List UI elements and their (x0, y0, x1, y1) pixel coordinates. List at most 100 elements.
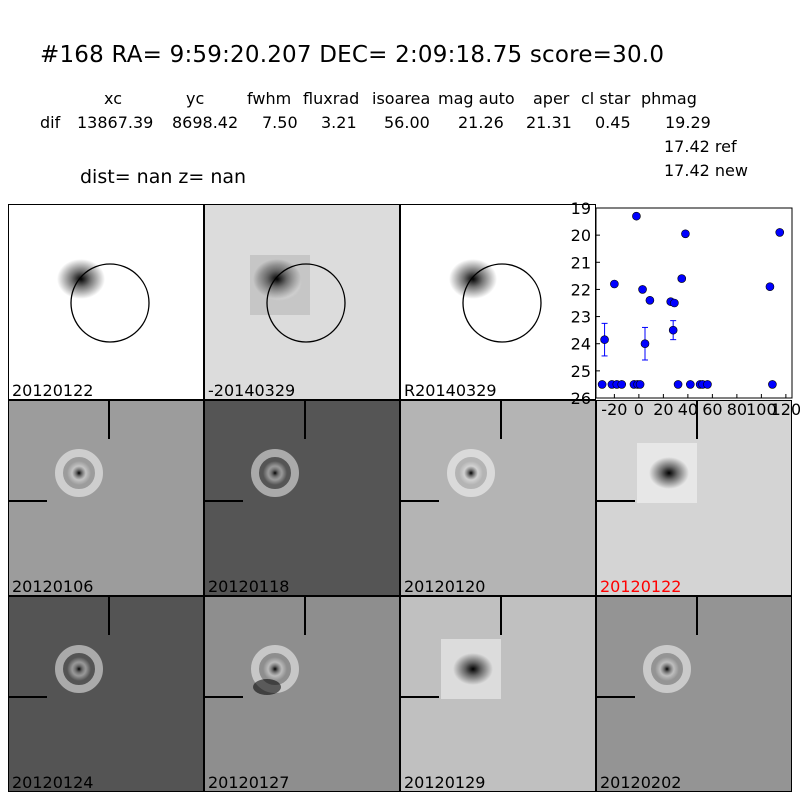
stamp-panel-4: 20120106 (8, 400, 204, 596)
y-tick-label: 19 (571, 200, 591, 218)
stamp-date-label: 20120122 (12, 381, 94, 400)
data-point (775, 228, 785, 237)
data-point (635, 380, 645, 389)
y-tick-label: 20 (571, 226, 591, 245)
stamp-image (250, 255, 346, 343)
crosshair-tick-horizontal (597, 696, 635, 698)
aperture-circle (70, 263, 150, 343)
data-point (686, 380, 695, 389)
crosshair-tick-vertical (696, 401, 698, 439)
stamp-image (251, 645, 299, 695)
stamp-panel-7: 20120122 (596, 400, 792, 596)
aperture-circle (462, 263, 542, 343)
x-tick-label: -20 (601, 400, 627, 416)
x-tick-label: 80 (727, 400, 747, 416)
data-point (638, 285, 647, 294)
crosshair-tick-horizontal (597, 500, 635, 502)
data-point (765, 282, 775, 292)
crosshair-tick-horizontal (401, 696, 439, 698)
dif-fluxrad: 3.21 (321, 113, 357, 132)
y-tick-label: 21 (571, 253, 591, 272)
x-tick-label: 100 (746, 400, 777, 416)
col-header-fwhm: fwhm (247, 89, 292, 108)
stamp-date-label: 20120124 (12, 773, 94, 792)
y-tick-label: 22 (571, 280, 591, 299)
dif-xc: 13867.39 (77, 113, 154, 132)
crosshair-tick-vertical (696, 597, 698, 635)
stamp-date-label: 20120118 (208, 577, 290, 596)
stamp-date-label: -20140329 (208, 381, 296, 400)
y-tick-label: 26 (571, 389, 591, 408)
dif-aper: 21.31 (526, 113, 572, 132)
candidate-title: #168 RA= 9:59:20.207 DEC= 2:09:18.75 sco… (40, 42, 665, 68)
stamp-panel-1: 20120122 (8, 204, 204, 400)
data-point (640, 339, 650, 349)
ref-mag: 17.42 ref (664, 137, 737, 156)
stamp-date-label: 20120129 (404, 773, 486, 792)
stamp-date-label: 20120120 (404, 577, 486, 596)
col-header-clstar: cl star (581, 89, 631, 108)
x-tick-label: 20 (653, 400, 673, 416)
stamp-date-label: 20120122 (600, 577, 682, 596)
data-point (673, 380, 683, 389)
crosshair-tick-horizontal (9, 500, 47, 502)
data-point (645, 295, 655, 305)
crosshair-tick-horizontal (205, 500, 243, 502)
col-header-phmag: phmag (641, 89, 697, 108)
col-header-aper: aper (533, 89, 570, 108)
stamp-image (55, 449, 103, 497)
stamp-panel-8: 20120124 (8, 596, 204, 792)
stamp-image (449, 259, 542, 343)
data-point (617, 380, 627, 389)
col-header-isoarea: isoarea (372, 89, 431, 108)
stamp-image (637, 443, 697, 503)
data-point (681, 229, 690, 239)
crosshair-tick-vertical (500, 597, 502, 635)
stamp-image (441, 639, 501, 699)
crosshair-tick-horizontal (9, 696, 47, 698)
new-mag: 17.42 new (664, 161, 748, 180)
data-point (670, 298, 679, 308)
dif-phmag: 19.29 (665, 113, 711, 132)
stamp-panel-11: 20120202 (596, 596, 792, 792)
crosshair-tick-vertical (108, 597, 110, 635)
dif-fwhm: 7.50 (262, 113, 298, 132)
y-tick-label: 23 (571, 308, 591, 327)
x-tick-label: 40 (678, 400, 698, 416)
col-header-fluxrad: fluxrad (303, 89, 360, 108)
y-tick-label: 24 (571, 335, 591, 354)
crosshair-tick-vertical (108, 401, 110, 439)
stamp-date-label: 20120202 (600, 773, 682, 792)
crosshair-tick-vertical (500, 401, 502, 439)
stamp-date-label: 20120106 (12, 577, 94, 596)
x-tick-label: 60 (702, 400, 722, 416)
stamp-panel-3: R20140329 (400, 204, 596, 400)
stamp-panel-6: 20120120 (400, 400, 596, 596)
dif-magauto: 21.26 (458, 113, 504, 132)
col-header-xc: xc (104, 89, 122, 108)
aperture-circle (266, 263, 346, 343)
stamp-panel-5: 20120118 (204, 400, 400, 596)
stamp-image (57, 259, 150, 343)
crosshair-tick-vertical (304, 597, 306, 635)
stamp-panel-9: 20120127 (204, 596, 400, 792)
data-point (597, 380, 607, 389)
x-tick-label: 120 (771, 400, 800, 416)
x-tick-label: 0 (634, 400, 644, 416)
stamp-image (447, 449, 495, 497)
stamp-panel-2: -20140329 (204, 204, 400, 400)
dist-redshift: dist= nan z= nan (80, 166, 247, 188)
dif-isoarea: 56.00 (384, 113, 430, 132)
data-point (610, 279, 619, 289)
crosshair-tick-vertical (304, 401, 306, 439)
stamp-image (643, 645, 691, 693)
stamp-date-label: R20140329 (404, 381, 497, 400)
stamp-date-label: 20120127 (208, 773, 290, 792)
stamp-panel-10: 20120129 (400, 596, 596, 792)
data-point (677, 274, 687, 283)
col-header-magauto: mag auto (438, 89, 515, 108)
data-point (703, 380, 712, 389)
stamp-image (251, 449, 299, 497)
data-point (668, 325, 678, 335)
